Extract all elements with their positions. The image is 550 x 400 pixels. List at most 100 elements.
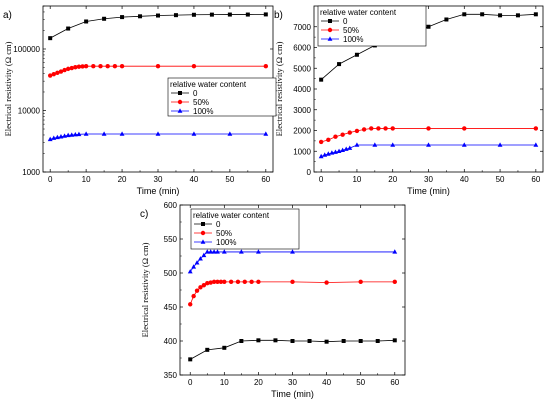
data-point xyxy=(198,285,203,290)
data-point xyxy=(58,69,64,74)
data-point xyxy=(47,73,53,78)
series-line xyxy=(50,133,266,140)
data-point xyxy=(221,249,227,254)
data-point xyxy=(101,131,107,136)
data-point xyxy=(76,64,82,69)
x-tick-label: 60 xyxy=(531,175,540,184)
data-point xyxy=(91,64,96,69)
data-point xyxy=(62,133,67,138)
data-point xyxy=(227,12,232,17)
series-line xyxy=(189,251,395,272)
y-tick-label: 7000 xyxy=(293,23,311,32)
x-axis-title: Time (min) xyxy=(271,389,314,399)
data-point xyxy=(72,131,78,137)
data-point xyxy=(194,260,200,265)
y-tick-label: 5000 xyxy=(293,64,311,73)
data-point xyxy=(392,279,397,285)
legend-entry: 100% xyxy=(193,107,213,116)
data-point xyxy=(65,66,71,72)
data-point xyxy=(215,249,220,254)
data-point xyxy=(347,145,353,150)
legend-entry: 0 xyxy=(193,89,198,98)
data-point xyxy=(333,149,338,154)
x-tick-label: 30 xyxy=(288,378,297,387)
data-point xyxy=(290,339,295,343)
data-point xyxy=(461,142,467,147)
data-point xyxy=(65,132,71,138)
series-50pct xyxy=(188,279,397,307)
data-point xyxy=(392,338,397,343)
data-point xyxy=(263,131,269,136)
legend-marker xyxy=(177,99,183,105)
x-tick-label: 50 xyxy=(225,175,234,184)
data-point xyxy=(188,302,193,307)
y-axis-title: Electrical resistivity (Ω cm) xyxy=(3,41,13,136)
x-tick-label: 40 xyxy=(322,378,331,387)
x-tick-label: 30 xyxy=(154,175,163,184)
x-tick-label: 0 xyxy=(48,175,53,184)
data-point xyxy=(191,12,196,17)
x-tick-label: 10 xyxy=(352,175,361,184)
data-point xyxy=(324,339,329,344)
legend-entry: 50% xyxy=(343,26,359,35)
x-tick-label: 30 xyxy=(424,175,433,184)
data-point xyxy=(62,67,67,73)
panel-label: c) xyxy=(140,209,148,220)
data-point xyxy=(239,339,244,343)
data-point xyxy=(426,142,431,147)
x-tick-label: 0 xyxy=(188,378,193,387)
data-point xyxy=(208,280,213,285)
panel-b: 0 10 20 30 40 50 60 0 1000 2000 3000 4000 5000 6000 70… xyxy=(274,5,544,196)
series-line xyxy=(190,339,395,360)
data-point xyxy=(326,137,331,143)
x-tick-label: 60 xyxy=(390,378,399,387)
data-point xyxy=(218,279,224,285)
data-point xyxy=(69,65,74,71)
legend-marker xyxy=(177,108,183,113)
data-point xyxy=(263,12,268,17)
data-point xyxy=(426,24,431,29)
series-100pct xyxy=(47,131,269,142)
data-point xyxy=(354,142,360,147)
x-axis-title: Time (min) xyxy=(137,186,180,196)
data-point xyxy=(98,64,103,69)
data-point xyxy=(83,64,89,69)
data-point xyxy=(533,142,539,147)
data-point xyxy=(444,17,449,22)
legend-marker xyxy=(201,222,205,226)
x-tick-label: 50 xyxy=(356,378,365,387)
y-tick-label: 600 xyxy=(164,201,178,210)
data-point xyxy=(347,130,352,135)
data-point xyxy=(256,279,261,285)
x-tick-label: 40 xyxy=(460,175,469,184)
data-point xyxy=(227,131,233,136)
data-point xyxy=(187,269,193,274)
panel-c: 0 10 20 30 40 50 60 350 400 450 500 550 600 Time (min… xyxy=(140,201,406,399)
series-100pct xyxy=(187,249,398,274)
data-point xyxy=(228,279,234,285)
data-point xyxy=(222,279,227,285)
data-point xyxy=(188,357,193,362)
data-point xyxy=(76,131,82,137)
data-point xyxy=(358,339,363,343)
y-tick-label: 4000 xyxy=(293,85,311,94)
data-point xyxy=(318,153,324,159)
y-tick-label: 1000 xyxy=(22,168,40,177)
series-0 xyxy=(319,12,538,82)
data-point xyxy=(318,139,324,145)
data-point xyxy=(69,132,75,137)
data-point xyxy=(83,131,89,136)
data-point xyxy=(191,264,197,269)
legend-marker xyxy=(327,36,333,41)
data-point xyxy=(238,249,244,254)
data-point xyxy=(340,132,345,137)
data-point xyxy=(51,71,56,77)
x-tick-label: 10 xyxy=(82,175,91,184)
data-point xyxy=(201,252,207,258)
series-line xyxy=(189,281,395,305)
y-tick-label: 450 xyxy=(164,303,178,312)
